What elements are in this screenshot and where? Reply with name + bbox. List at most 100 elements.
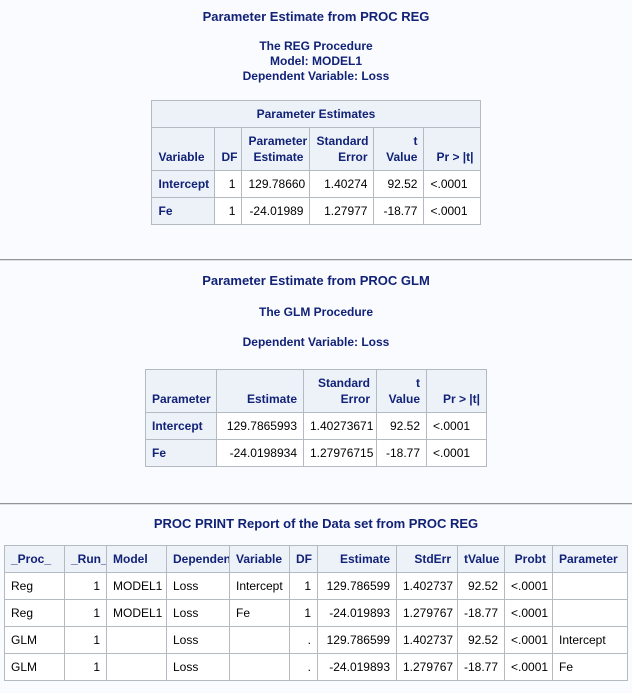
table-cell (106, 626, 167, 654)
proc-glm-section: Parameter Estimate from PROC GLM The GLM… (0, 273, 632, 467)
table-cell: 1.40273671 (303, 412, 377, 440)
table-row: Intercept 129.7865993 1.40273671 92.52 <… (145, 412, 487, 440)
table-cell: . (289, 626, 318, 654)
column-header: _Run_ (64, 545, 107, 573)
glm-title: Parameter Estimate from PROC GLM (202, 273, 430, 288)
table-cell (106, 653, 167, 681)
row-header: Fe (151, 197, 216, 225)
table-cell: 1 (64, 599, 107, 627)
column-header: Standard Error (303, 369, 377, 413)
column-header: Estimate (317, 545, 397, 573)
table-row: Fe -24.0198934 1.27976715 -18.77 <.0001 (145, 439, 487, 467)
table-cell: 1.27976715 (303, 439, 377, 467)
row-header: Fe (145, 439, 217, 467)
column-header: Probt (504, 545, 553, 573)
sas-report-page: Parameter Estimate from PROC REG The REG… (0, 9, 632, 681)
table-caption-row: Parameter Estimates (151, 100, 481, 128)
table-cell: Loss (166, 653, 230, 681)
table-row: Reg 1 MODEL1 Loss Intercept 1 129.786599… (4, 572, 628, 600)
row-header: Intercept (151, 170, 216, 198)
column-header: Variable (229, 545, 290, 573)
table-cell: Fe (552, 653, 628, 681)
table-cell: Loss (166, 572, 230, 600)
table-cell: MODEL1 (106, 599, 167, 627)
table-cell: 129.786599 (317, 626, 397, 654)
table-row: GLM 1 Loss . -24.019893 1.279767 -18.77 … (4, 653, 628, 681)
table-row: Intercept 1 129.78660 1.40274 92.52 <.00… (151, 170, 481, 198)
table-cell: 1 (289, 572, 318, 600)
table-cell (552, 572, 628, 600)
column-header: Standard Error (309, 127, 375, 171)
reg-proc-info: The REG Procedure Model: MODEL1 Dependen… (0, 39, 632, 84)
table-cell: 129.7865993 (216, 412, 304, 440)
column-header-row: _Proc_ _Run_ Model Dependent Variable DF… (4, 545, 628, 573)
glm-procedure-line: The GLM Procedure (258, 305, 374, 319)
table-cell: <.0001 (423, 197, 481, 225)
glm-dependent-line: Dependent Variable: Loss (242, 335, 390, 349)
table-cell: <.0001 (426, 439, 487, 467)
table-cell: 92.52 (457, 572, 505, 600)
table-cell: 1 (64, 626, 107, 654)
table-cell: 92.52 (457, 626, 505, 654)
table-cell: 1 (214, 170, 243, 198)
table-cell: 1 (64, 653, 107, 681)
table-cell: 1.27977 (309, 197, 375, 225)
column-header: Model (106, 545, 167, 573)
table-row: Reg 1 MODEL1 Loss Fe 1 -24.019893 1.2797… (4, 599, 628, 627)
table-cell: GLM (4, 653, 65, 681)
table-cell: 129.786599 (317, 572, 397, 600)
reg-procedure-line: The REG Procedure (259, 39, 373, 53)
table-cell: 1.402737 (396, 572, 458, 600)
column-header: t Value (373, 127, 425, 171)
table-cell: -18.77 (373, 197, 425, 225)
column-header: Dependent (166, 545, 230, 573)
column-header-row: Variable DF Parameter Estimate Standard … (151, 127, 481, 171)
table-cell: 1 (64, 572, 107, 600)
reg-dependent-line: Dependent Variable: Loss (242, 69, 390, 83)
table-cell: 1.279767 (396, 599, 458, 627)
table-row: GLM 1 Loss . 129.786599 1.402737 92.52 <… (4, 626, 628, 654)
table-cell: 1.402737 (396, 626, 458, 654)
proc-print-section: PROC PRINT Report of the Data set from P… (0, 516, 632, 681)
table-cell: Loss (166, 599, 230, 627)
table-cell: Reg (4, 599, 65, 627)
table-cell: 1.279767 (396, 653, 458, 681)
table-cell: Intercept (552, 626, 628, 654)
proc-reg-section: Parameter Estimate from PROC REG The REG… (0, 9, 632, 225)
table-cell (229, 626, 290, 654)
table-cell: Loss (166, 626, 230, 654)
column-header: t Value (376, 369, 427, 413)
table-cell: 1 (289, 599, 318, 627)
table-cell: <.0001 (423, 170, 481, 198)
column-header: tValue (457, 545, 505, 573)
column-header: Pr > |t| (423, 127, 481, 171)
section-divider (0, 259, 632, 261)
table-cell (229, 653, 290, 681)
table-cell: <.0001 (504, 572, 553, 600)
table-cell: 1 (214, 197, 243, 225)
table-cell: 92.52 (376, 412, 427, 440)
table-cell: 92.52 (373, 170, 425, 198)
table-cell: MODEL1 (106, 572, 167, 600)
table-cell: <.0001 (426, 412, 487, 440)
column-header: _Proc_ (4, 545, 65, 573)
table-cell: . (289, 653, 318, 681)
table-cell: <.0001 (504, 626, 553, 654)
table-cell: -18.77 (457, 599, 505, 627)
row-header: Intercept (145, 412, 217, 440)
reg-title: Parameter Estimate from PROC REG (202, 9, 430, 24)
table-cell: Reg (4, 572, 65, 600)
table-cell: Fe (229, 599, 290, 627)
column-header-row: Parameter Estimate Standard Error t Valu… (145, 369, 487, 413)
reg-parameter-estimates-table: Parameter Estimates Variable DF Paramete… (151, 100, 481, 225)
column-header: StdErr (396, 545, 458, 573)
table-cell: -24.019893 (317, 599, 397, 627)
reg-model-line: Model: MODEL1 (270, 54, 362, 68)
column-header: Variable (151, 127, 216, 171)
table-cell: -18.77 (457, 653, 505, 681)
table-cell: Intercept (229, 572, 290, 600)
table-row: Fe 1 -24.01989 1.27977 -18.77 <.0001 (151, 197, 481, 225)
table-cell (552, 599, 628, 627)
column-header: Parameter Estimate (241, 127, 311, 171)
column-header: Pr > |t| (426, 369, 487, 413)
